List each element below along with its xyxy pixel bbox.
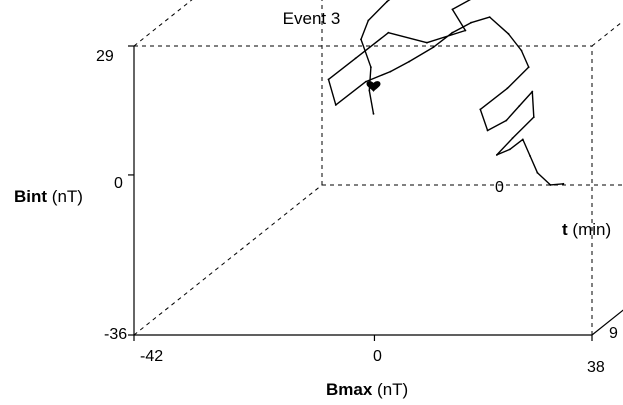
data-point (354, 57, 357, 60)
data-point (367, 19, 370, 22)
data-point (486, 129, 489, 132)
data-point (488, 16, 491, 19)
data-point (520, 49, 523, 52)
data-point (470, 21, 472, 24)
t-tick-label-end: 9 (609, 325, 618, 342)
data-point (464, 29, 467, 32)
data-point (527, 66, 530, 69)
series-line-0 (327, 0, 564, 186)
data-point (334, 104, 337, 106)
data-point (389, 70, 392, 73)
start-marker-heart (366, 81, 381, 92)
data-point (531, 90, 534, 93)
data-point (532, 116, 535, 119)
data-point (479, 108, 482, 111)
box-edge-depth-top-left (133, 0, 193, 47)
t-axis-label: t (min) (562, 221, 611, 238)
y-axis-symbol: Bint (14, 187, 48, 206)
data-point (562, 182, 565, 185)
series-layer (327, 0, 565, 186)
data-point (372, 112, 375, 115)
data-point (432, 46, 435, 49)
data-point (426, 41, 428, 44)
data-point (369, 66, 372, 69)
y-tick-label-max: 29 (96, 48, 114, 65)
data-point (536, 171, 539, 174)
data-point (386, 0, 388, 3)
y-axis-unit: (nT) (51, 187, 83, 206)
data-point (387, 31, 390, 34)
y-tick-label-min: -36 (104, 326, 128, 343)
data-point (518, 105, 521, 107)
data-point (365, 80, 367, 83)
x-tick-label-zero: 0 (373, 348, 382, 365)
data-point (508, 148, 511, 151)
x-axis-label: Bmax (nT) (326, 381, 408, 398)
t-axis-unit: (min) (572, 220, 612, 239)
data-point (549, 184, 552, 186)
data-point (451, 31, 454, 34)
data-point (495, 154, 498, 156)
data-point (511, 137, 514, 140)
data-point (529, 155, 532, 157)
data-point (507, 32, 510, 35)
x-tick-label-min: -42 (140, 348, 164, 365)
data-point (360, 38, 362, 41)
box-edge-depth-bottom-right (591, 309, 623, 336)
data-point (521, 138, 524, 141)
chart-title: Event 3 (282, 9, 341, 28)
data-point (506, 87, 509, 90)
x-axis-unit: (nT) (377, 380, 409, 399)
t-tick-label-start: 0 (495, 179, 504, 196)
data-point (505, 119, 508, 122)
data-point (368, 89, 371, 92)
data-point (327, 78, 330, 81)
data-point (408, 60, 411, 63)
x-tick-label-max: 38 (587, 359, 605, 376)
y-tick-label-zero: 0 (114, 175, 123, 192)
box-edge-depth-bottom-left (133, 184, 323, 336)
t-axis-symbol: t (562, 220, 568, 239)
x-axis-symbol: Bmax (326, 380, 373, 399)
data-point (451, 8, 454, 11)
box-frame (128, 0, 623, 341)
y-axis-label: Bint (nT) (14, 188, 83, 205)
